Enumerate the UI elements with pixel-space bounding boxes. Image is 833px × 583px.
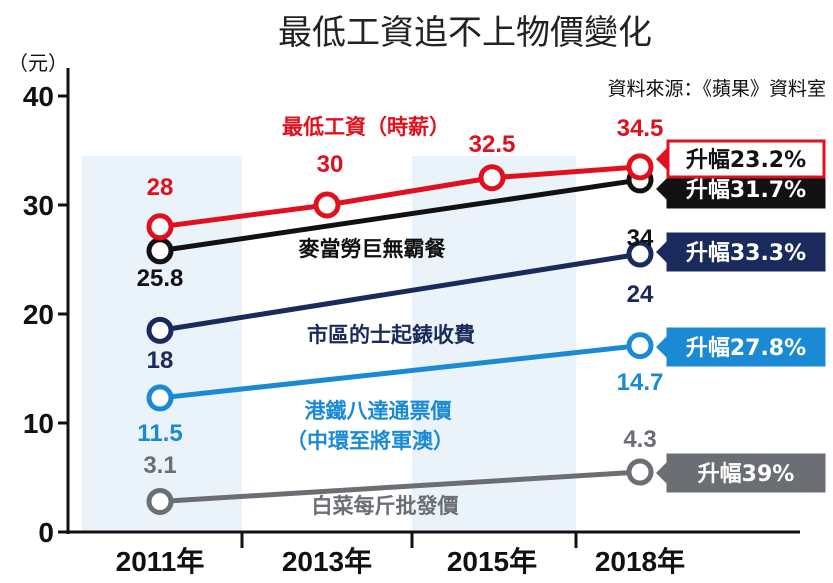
series-name-4: 白菜每斤批發價 bbox=[312, 494, 460, 518]
series-line-2 bbox=[159, 251, 641, 333]
series-name-1: 麥當勞巨無霸餐 bbox=[298, 237, 447, 261]
y-tick-label: 0 bbox=[38, 517, 54, 548]
series-line-3 bbox=[159, 343, 641, 401]
change-badge-arrow-3 bbox=[656, 335, 668, 359]
x-tick-label: 2018年 bbox=[595, 545, 685, 577]
data-point-2 bbox=[626, 240, 654, 268]
data-label-0: 34.5 bbox=[617, 115, 664, 142]
y-tick-label: 10 bbox=[23, 408, 54, 439]
x-tick-label: 2011年 bbox=[116, 545, 205, 577]
series-name-0: 最低工資（時薪） bbox=[282, 115, 450, 139]
change-badge-text-0: 升幅23.2% bbox=[686, 148, 806, 173]
data-point-1 bbox=[146, 237, 174, 265]
series-line-0 bbox=[159, 164, 641, 230]
data-point-0 bbox=[478, 164, 506, 192]
series-name-3: （中環至將軍澳） bbox=[286, 429, 454, 453]
x-tick-label: 2013年 bbox=[282, 545, 372, 577]
series-line-4 bbox=[159, 469, 641, 504]
change-badge-2 bbox=[666, 232, 826, 272]
series-line-1 bbox=[159, 177, 641, 254]
data-label-4: 4.3 bbox=[623, 426, 656, 453]
change-badge-arrow-2 bbox=[656, 240, 668, 264]
change-badge-arrow-0 bbox=[656, 147, 668, 171]
data-point-3 bbox=[626, 332, 654, 360]
y-axis-unit: （元） bbox=[8, 51, 68, 75]
data-point-0 bbox=[313, 191, 341, 219]
change-badge-text-1: 升幅31.7% bbox=[686, 178, 806, 203]
y-tick-label: 20 bbox=[23, 299, 54, 330]
change-badge-0 bbox=[666, 139, 826, 179]
data-point-4 bbox=[626, 458, 654, 486]
y-tick-label: 30 bbox=[23, 190, 54, 221]
data-label-0: 32.5 bbox=[469, 131, 516, 158]
data-label-0: 28 bbox=[147, 174, 174, 201]
data-label-2: 18 bbox=[147, 347, 174, 374]
data-label-4: 3.1 bbox=[143, 452, 176, 479]
data-label-3: 14.7 bbox=[617, 369, 664, 396]
y-tick-label: 40 bbox=[23, 81, 54, 112]
data-point-2 bbox=[146, 316, 174, 344]
change-badge-text-3: 升幅27.8% bbox=[686, 336, 806, 361]
chart-title: 最低工資追不上物價變化 bbox=[278, 13, 652, 53]
background-band-2015 bbox=[412, 156, 576, 532]
change-badge-arrow-1 bbox=[656, 177, 668, 201]
data-label-1: 25.8 bbox=[137, 265, 184, 292]
change-badge-text-4: 升幅39% bbox=[698, 462, 795, 487]
data-point-0 bbox=[626, 153, 654, 181]
data-label-2: 24 bbox=[627, 281, 654, 308]
change-badge-4 bbox=[666, 453, 826, 493]
x-tick-label: 2015年 bbox=[447, 545, 537, 577]
change-badge-text-2: 升幅33.3% bbox=[686, 241, 806, 266]
change-badge-3 bbox=[666, 327, 826, 367]
data-label-3: 11.5 bbox=[137, 420, 182, 447]
data-point-0 bbox=[146, 213, 174, 241]
data-label-0: 30 bbox=[317, 151, 344, 178]
data-label-1: 34 bbox=[627, 225, 654, 252]
change-badge-arrow-4 bbox=[656, 461, 668, 485]
data-point-4 bbox=[146, 487, 174, 515]
source-note: 資料來源：《蘋果》資料室 bbox=[607, 78, 826, 100]
series-name-2: 市區的士起錶收費 bbox=[307, 323, 475, 347]
data-point-3 bbox=[146, 384, 174, 412]
series-name-3: 港鐵八達通票價 bbox=[305, 399, 453, 423]
